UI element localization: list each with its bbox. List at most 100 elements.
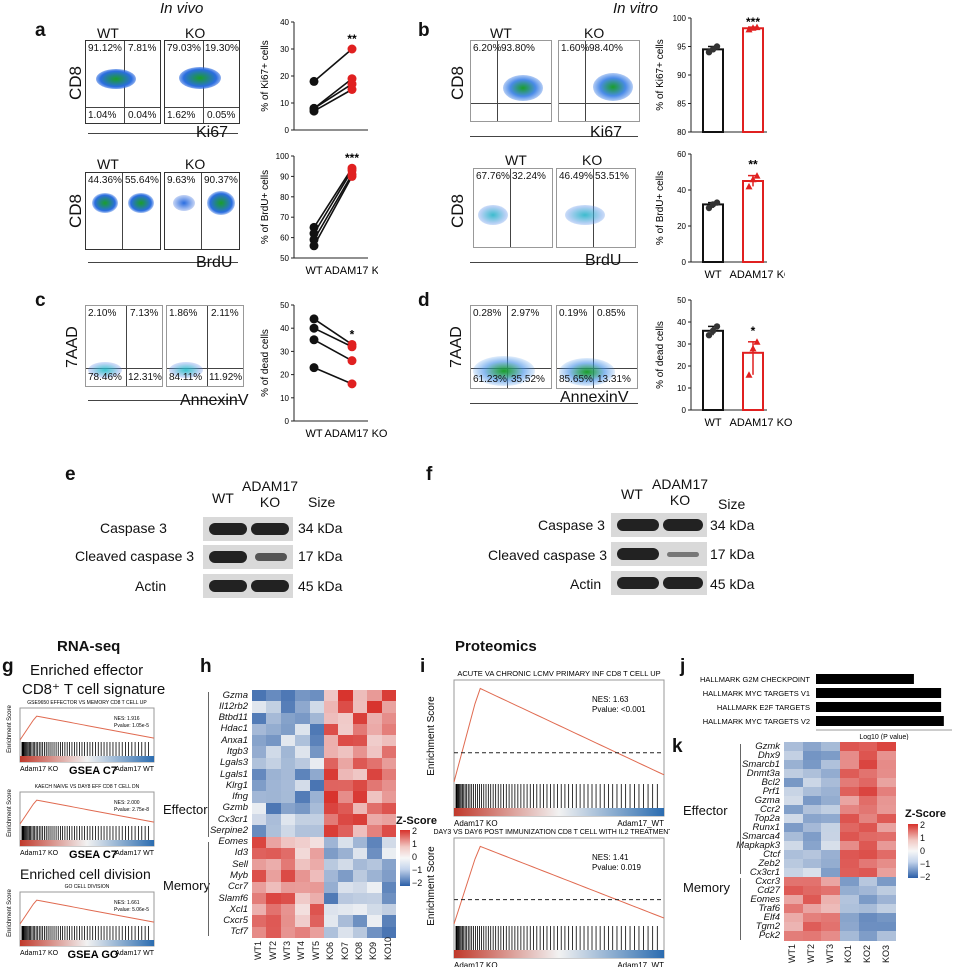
- quadrant-left: 46.49%: [559, 171, 593, 182]
- blot-e-ko-label: ADAM17 KO: [242, 478, 299, 510]
- heatmap-cell: [840, 751, 860, 761]
- heatmap-cell: [784, 832, 804, 842]
- heatmap-cell: [266, 915, 282, 928]
- x-category-label: ADAM17 KO: [325, 265, 378, 277]
- pair-line: [313, 318, 353, 346]
- heatmap-cell: [802, 859, 822, 869]
- heatmap-cell: [802, 913, 822, 923]
- quadrant-ul: 1.86%: [169, 308, 198, 319]
- right-phenotype-label: Adam17 WT: [115, 950, 155, 957]
- heatmap-sample-label: KO6: [325, 941, 336, 960]
- heatmap-cell: [877, 841, 897, 851]
- flow-plot-b-ki67-ko: 1.60% 98.40%: [558, 40, 640, 122]
- heatmap-cell: [877, 850, 897, 860]
- panel-label-a: a: [35, 20, 46, 41]
- flow-c-y-axis: 7AAD: [64, 326, 81, 368]
- heatmap-cell: [840, 922, 860, 932]
- heatmap-cell: [840, 796, 860, 806]
- heatmap-cell: [309, 780, 325, 792]
- heatmap-cell: [324, 780, 339, 792]
- x-category-label: WT: [704, 269, 721, 281]
- significance-label: *: [751, 324, 756, 338]
- heatmap-cell: [295, 735, 311, 747]
- heatmap-cell: [784, 814, 804, 824]
- heatmap-gene-label: Myb: [230, 870, 248, 881]
- y-tick-label: 40: [280, 324, 289, 333]
- x-category-label: WT: [305, 265, 322, 277]
- y-axis-label: % of Ki67+ cells: [655, 39, 666, 110]
- legend-tick-label: −1: [412, 865, 423, 875]
- x-category-label: WT: [305, 428, 322, 440]
- flow-a-ki67-ko-label: KO: [185, 25, 206, 41]
- flow-plot-a-ki67-wt: 91.12% 7.81% 1.04% 0.04%: [85, 40, 161, 124]
- heatmap-cell: [338, 701, 354, 714]
- x-category-label: ADAM17 KO: [325, 428, 388, 440]
- quadrant-right: 32.24%: [512, 171, 546, 182]
- pair-line: [313, 366, 353, 385]
- in-vitro-header: In vitro: [613, 0, 659, 17]
- heatmap-cell: [367, 904, 383, 916]
- heatmap-cell: [252, 870, 267, 883]
- flow-plot-b-ki67-wt: 6.20% 93.80%: [470, 40, 552, 122]
- heatmap-sample-label: WT4: [296, 941, 307, 960]
- heatmap-gene-label: Anxa1: [221, 734, 248, 746]
- flow-a-brdu-y-axis: CD8: [66, 193, 85, 228]
- heatmap-cell: [295, 791, 311, 804]
- heatmap-cell: [338, 690, 354, 702]
- heatmap-cell: [280, 757, 296, 770]
- heatmap-cell: [784, 778, 804, 788]
- rnaseq-subtitle2: CD8⁺ T cell signature: [22, 681, 166, 698]
- heatmap-cell: [367, 814, 383, 826]
- gsea-frame: [453, 837, 665, 959]
- heatmap-cell: [381, 904, 397, 916]
- left-phenotype-label: Adam17 KO: [454, 961, 498, 967]
- heatmap-cell: [295, 870, 311, 883]
- heatmap-cell: [840, 814, 860, 824]
- right-phenotype-label: Adam17 WT: [115, 766, 155, 773]
- y-tick-label: 0: [285, 126, 290, 135]
- heatmap-gene-label: Slamf6: [218, 892, 248, 904]
- heatmap-cell: [381, 780, 397, 792]
- heatmap-cell: [266, 757, 282, 770]
- heatmap-cell: [295, 757, 311, 770]
- rank-ramp: [20, 940, 154, 946]
- heatmap-cell: [280, 712, 296, 725]
- wt-point: [309, 106, 319, 116]
- nes-label: NES: 2.000: [114, 800, 140, 806]
- heatmap-cell: [367, 791, 383, 804]
- heatmap-cell: [840, 787, 860, 797]
- y-tick-label: 40: [677, 186, 686, 195]
- quadrant-ul: 2.10%: [88, 308, 117, 319]
- heatmap-cell: [840, 841, 860, 851]
- heatmap-cell: [266, 780, 282, 792]
- heatmap-cell: [252, 768, 267, 781]
- heatmap-cell: [252, 701, 267, 714]
- y-tick-label: 10: [280, 394, 289, 403]
- gene-set-title: DAY3 VS DAY6 POST IMMUNIZATION CD8 T CEL…: [433, 829, 670, 836]
- heatmap-cell: [858, 922, 878, 932]
- ko-point: [347, 342, 357, 352]
- heatmap-cell: [381, 802, 397, 815]
- heatmap-cell: [840, 904, 860, 914]
- heatmap-cell: [338, 802, 354, 815]
- heatmap-sample-label: WT3: [282, 941, 292, 960]
- flow-plot-c-ko: 1.86% 2.11% 84.11% 11.92%: [166, 305, 244, 387]
- quadrant-right: 55.64%: [125, 175, 159, 186]
- in-vivo-header: In vivo: [160, 0, 204, 17]
- wt-point: [713, 199, 721, 206]
- heatmap-cell: [266, 859, 282, 871]
- heatmap-cell: [821, 859, 841, 869]
- heatmap-cell: [295, 746, 311, 759]
- heatmap-cell: [381, 768, 397, 781]
- quadrant-ll: 84.11%: [169, 372, 203, 383]
- pair-line: [313, 167, 353, 228]
- heatmap-cell: [367, 723, 383, 736]
- wt-bar: [702, 329, 724, 411]
- heatmap-sample-label: WT2: [806, 944, 816, 963]
- flow-b-brdu-ko-label: KO: [582, 152, 603, 168]
- heatmap-cell: [381, 892, 397, 905]
- enrichment-curve: [453, 845, 665, 925]
- heatmap-cell: [280, 926, 296, 939]
- heatmap-cell: [352, 690, 368, 702]
